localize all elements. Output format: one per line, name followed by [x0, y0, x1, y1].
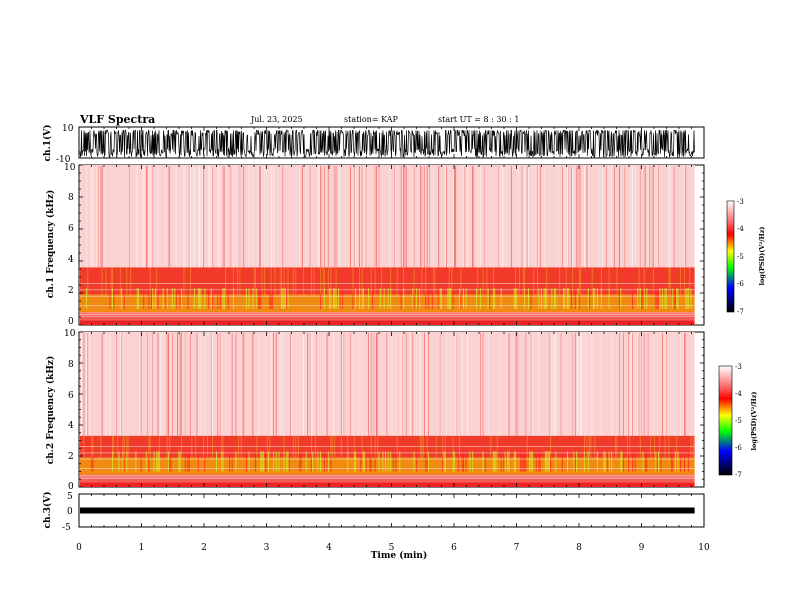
colorbar-ch2: -3 -4 -5 -6 -7 log(PSD)(V²/Hz) [718, 363, 758, 479]
xtick-1: 1 [139, 543, 145, 553]
x-axis: 0 1 2 3 4 5 6 7 8 9 10 Time (min) [76, 543, 710, 561]
ch1-ytick-top: 10 [62, 124, 74, 134]
ch3-ytick-minus5: -5 [62, 523, 71, 533]
ch2-spectrogram-panel: 10 8 6 4 2 0 ch.2 Frequency (kHz) [45, 329, 705, 492]
ch2-freq-ytick-10: 10 [64, 329, 76, 339]
xtick-0: 0 [76, 543, 82, 553]
ch2-freq-ytick-6: 6 [68, 391, 74, 401]
ch2-freq-ytick-0: 0 [68, 482, 74, 492]
xtick-6: 6 [451, 543, 457, 553]
ch2-freq-ytick-8: 8 [68, 360, 74, 370]
xtick-8: 8 [576, 543, 582, 553]
cb1-tick-minus6: -6 [737, 280, 744, 288]
cb2-tick-minus4: -4 [735, 390, 742, 398]
ch2-freq-ytick-2: 2 [68, 452, 74, 462]
axis-ticks [78, 127, 705, 527]
cb1-label: log(PSD)(V²/Hz) [758, 227, 766, 286]
cb2-tick-minus7: -7 [735, 471, 742, 479]
colorbar-ch1: -3 -4 -5 -6 -7 log(PSD)(V²/Hz) [726, 198, 766, 316]
xtick-10: 10 [698, 543, 710, 553]
xtick-5: 5 [389, 543, 395, 553]
cb1-tick-minus3: -3 [737, 198, 744, 206]
cb1-tick-minus7: -7 [737, 308, 744, 316]
cb1-tick-minus4: -4 [737, 225, 744, 233]
x-axis-label: Time (min) [371, 550, 428, 561]
spectro-band-upper [80, 165, 695, 268]
colorbar-ch1-scale [726, 200, 735, 313]
ch1-spectrogram-panel: 10 8 6 4 2 0 ch.1 Frequency (kHz) [45, 163, 705, 327]
ch1-waveform-trace [79, 129, 695, 159]
spectro-band-intense [80, 457, 695, 475]
cb1-tick-minus5: -5 [737, 253, 744, 261]
ch1-freq-ytick-8: 8 [68, 193, 74, 203]
ch1-ylabel: ch.1(V) [42, 125, 53, 162]
xtick-7: 7 [514, 543, 520, 553]
ch1-ytick-bottom: -10 [56, 155, 71, 165]
ch3-ytick-5: 5 [67, 492, 73, 502]
ch1-freq-ytick-6: 6 [68, 224, 74, 234]
ch1-freq-ytick-2: 2 [68, 286, 74, 296]
start-time-label: start UT = 8 : 30 : 1 [438, 115, 520, 124]
xtick-3: 3 [264, 543, 270, 553]
ch2-freq-ylabel: ch.2 Frequency (kHz) [45, 356, 56, 465]
ch3-waveform-panel: 5 0 -5 ch.3(V) [42, 492, 705, 533]
station-label: station= KAP [344, 115, 398, 124]
cb2-tick-minus6: -6 [735, 444, 742, 452]
ch1-freq-ytick-0: 0 [68, 317, 74, 327]
spectro-band-low [80, 320, 695, 325]
xtick-9: 9 [639, 543, 645, 553]
ch1-freq-ytick-4: 4 [68, 255, 74, 265]
ch1-spectrogram-image [79, 165, 695, 325]
colorbar-ch2-scale [718, 365, 733, 476]
ch3-ytick-0: 0 [67, 507, 73, 517]
ch1-freq-ytick-10: 10 [64, 163, 76, 173]
chart-title: VLF Spectra [80, 113, 156, 126]
ch1-waveform-panel: 10 -10 ch.1(V) [42, 124, 705, 165]
xtick-4: 4 [326, 543, 332, 553]
spectro-band-upper [80, 332, 695, 436]
cb2-tick-minus5: -5 [735, 417, 742, 425]
ch1-freq-ylabel: ch.1 Frequency (kHz) [45, 190, 56, 299]
spectro-band-low [80, 482, 695, 487]
date-label: Jul. 23, 2025 [251, 115, 303, 124]
ch2-spectrogram-image [80, 332, 695, 487]
cb2-tick-minus3: -3 [735, 363, 742, 371]
ch2-freq-ytick-4: 4 [68, 421, 74, 431]
ch3-waveform-trace [80, 507, 695, 514]
ch3-ylabel: ch.3(V) [42, 492, 53, 529]
xtick-2: 2 [201, 543, 207, 553]
cb2-label: log(PSD)(V²/Hz) [750, 392, 758, 451]
